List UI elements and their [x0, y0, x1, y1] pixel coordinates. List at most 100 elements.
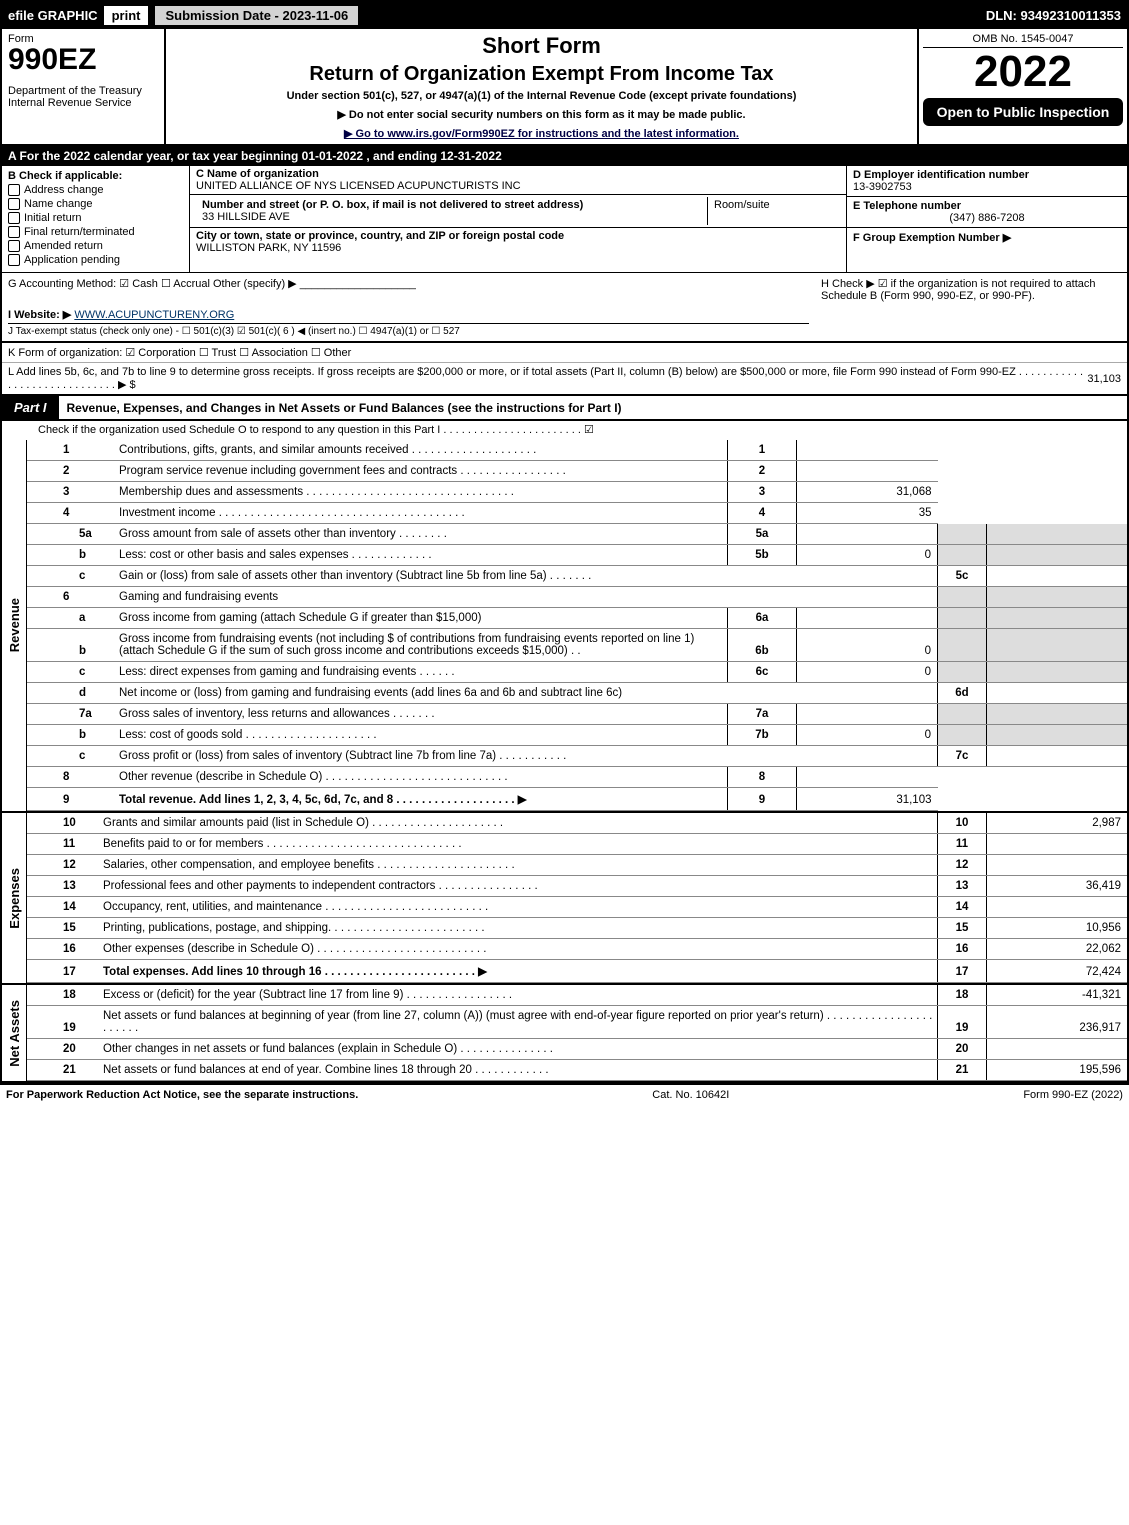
- checkbox-icon: [8, 226, 20, 238]
- C-street-label: Number and street (or P. O. box, if mail…: [202, 199, 583, 211]
- table-row: 10 Grants and similar amounts paid (list…: [27, 813, 1127, 834]
- submission-date: Submission Date - 2023-11-06: [154, 5, 359, 26]
- table-row: 4 Investment income . . . . . . . . . . …: [27, 503, 1127, 524]
- table-row: 3 Membership dues and assessments . . . …: [27, 482, 1127, 503]
- C-city-label: City or town, state or province, country…: [196, 230, 564, 242]
- section-B-through-F: B Check if applicable: Address change Nam…: [2, 166, 1127, 273]
- table-row: 21 Net assets or fund balances at end of…: [27, 1060, 1127, 1081]
- no-ssn-note: ▶ Do not enter social security numbers o…: [172, 108, 911, 121]
- table-row: b Less: cost or other basis and sales ex…: [27, 545, 1127, 566]
- F-label: F Group Exemption Number ▶: [853, 232, 1011, 244]
- table-row: a Gross income from gaming (attach Sched…: [27, 608, 1127, 629]
- org-name: UNITED ALLIANCE OF NYS LICENSED ACUPUNCT…: [196, 180, 521, 192]
- checkbox-icon: [8, 254, 20, 266]
- net-assets-side-label: Net Assets: [7, 1000, 22, 1067]
- table-row: 13 Professional fees and other payments …: [27, 876, 1127, 897]
- part-1-sub: Check if the organization used Schedule …: [2, 421, 1127, 440]
- form-header: Form 990EZ Department of the Treasury In…: [2, 29, 1127, 146]
- checkbox-label: Final return/terminated: [24, 226, 135, 238]
- revenue-table: 1 Contributions, gifts, grants, and simi…: [27, 440, 1127, 811]
- line-J: J Tax-exempt status (check only one) - ☐…: [8, 323, 809, 337]
- dln: DLN: 93492310011353: [986, 8, 1121, 23]
- checkbox-icon: [8, 212, 20, 224]
- table-row: 5a Gross amount from sale of assets othe…: [27, 524, 1127, 545]
- E-label: E Telephone number: [853, 200, 961, 212]
- table-row: 15 Printing, publications, postage, and …: [27, 918, 1127, 939]
- table-row: 17 Total expenses. Add lines 10 through …: [27, 960, 1127, 983]
- section-G-through-J: G Accounting Method: ☑ Cash ☐ Accrual Ot…: [2, 273, 1127, 342]
- table-row: 9 Total revenue. Add lines 1, 2, 3, 4, 5…: [27, 788, 1127, 811]
- I-label: I Website: ▶: [8, 309, 71, 321]
- table-row: 6Gaming and fundraising events: [27, 587, 1127, 608]
- line-G: G Accounting Method: ☑ Cash ☐ Accrual Ot…: [8, 277, 809, 290]
- city-state-zip: WILLISTON PARK, NY 11596: [196, 242, 341, 254]
- checkbox-item[interactable]: Name change: [8, 198, 183, 210]
- net-assets-section: Net Assets 18 Excess or (deficit) for th…: [2, 985, 1127, 1083]
- checkbox-label: Amended return: [24, 240, 103, 252]
- checkbox-label: Name change: [24, 198, 93, 210]
- table-row: 18 Excess or (deficit) for the year (Sub…: [27, 985, 1127, 1006]
- checkbox-icon: [8, 198, 20, 210]
- line-H: H Check ▶ ☑ if the organization is not r…: [821, 277, 1121, 302]
- form-title: Return of Organization Exempt From Incom…: [172, 63, 911, 86]
- L-val: 31,103: [1087, 373, 1121, 385]
- checkbox-item[interactable]: Final return/terminated: [8, 226, 183, 238]
- table-row: 2 Program service revenue including gove…: [27, 461, 1127, 482]
- net-assets-table: 18 Excess or (deficit) for the year (Sub…: [27, 985, 1127, 1081]
- table-row: 1 Contributions, gifts, grants, and simi…: [27, 440, 1127, 461]
- table-row: b Less: cost of goods sold . . . . . . .…: [27, 725, 1127, 746]
- checkbox-item[interactable]: Application pending: [8, 254, 183, 266]
- omb-number: OMB No. 1545-0047: [923, 31, 1123, 48]
- table-row: 12 Salaries, other compensation, and emp…: [27, 855, 1127, 876]
- cat-number: Cat. No. 10642I: [652, 1089, 729, 1101]
- telephone: (347) 886-7208: [853, 212, 1121, 224]
- checkbox-item[interactable]: Amended return: [8, 240, 183, 252]
- checkbox-label: Address change: [24, 184, 104, 196]
- topbar: efile GRAPHIC print Submission Date - 20…: [2, 2, 1127, 29]
- D-label: D Employer identification number: [853, 169, 1029, 181]
- B-label: B Check if applicable:: [8, 170, 183, 182]
- table-row: b Gross income from fundraising events (…: [27, 629, 1127, 662]
- short-form-title: Short Form: [172, 33, 911, 59]
- checkbox-item[interactable]: Initial return: [8, 212, 183, 224]
- col-B: B Check if applicable: Address change Nam…: [2, 166, 190, 272]
- table-row: 20 Other changes in net assets or fund b…: [27, 1039, 1127, 1060]
- irs-link[interactable]: ▶ Go to www.irs.gov/Form990EZ for instru…: [344, 128, 739, 140]
- table-row: c Gain or (loss) from sale of assets oth…: [27, 566, 1127, 587]
- checkbox-item[interactable]: Address change: [8, 184, 183, 196]
- revenue-side-label: Revenue: [7, 598, 22, 652]
- L-text: L Add lines 5b, 6c, and 7b to line 9 to …: [8, 366, 1083, 391]
- table-row: 14 Occupancy, rent, utilities, and maint…: [27, 897, 1127, 918]
- table-row: 8 Other revenue (describe in Schedule O)…: [27, 767, 1127, 788]
- form-ref: Form 990-EZ (2022): [1023, 1089, 1123, 1101]
- C-name-label: C Name of organization: [196, 168, 319, 180]
- print-button[interactable]: print: [104, 6, 149, 25]
- tax-year: 2022: [923, 48, 1123, 96]
- department: Department of the Treasury Internal Reve…: [8, 85, 158, 109]
- expenses-table: 10 Grants and similar amounts paid (list…: [27, 813, 1127, 983]
- line-K: K Form of organization: ☑ Corporation ☐ …: [2, 342, 1127, 363]
- room-label: Room/suite: [714, 199, 770, 211]
- line-L: L Add lines 5b, 6c, and 7b to line 9 to …: [2, 363, 1127, 394]
- table-row: 19 Net assets or fund balances at beginn…: [27, 1006, 1127, 1039]
- checkbox-icon: [8, 240, 20, 252]
- street-address: 33 HILLSIDE AVE: [202, 211, 290, 223]
- expenses-section: Expenses 10 Grants and similar amounts p…: [2, 813, 1127, 985]
- checkbox-label: Initial return: [24, 212, 81, 224]
- table-row: d Net income or (loss) from gaming and f…: [27, 683, 1127, 704]
- open-to-public: Open to Public Inspection: [923, 98, 1123, 126]
- part-1-title: Revenue, Expenses, and Changes in Net As…: [59, 397, 1127, 419]
- website-link[interactable]: WWW.ACUPUNCTURENY.ORG: [74, 309, 234, 321]
- form-990ez: efile GRAPHIC print Submission Date - 20…: [0, 0, 1129, 1085]
- col-C: C Name of organization UNITED ALLIANCE O…: [190, 166, 846, 272]
- expenses-side-label: Expenses: [7, 868, 22, 929]
- table-row: 11 Benefits paid to or for members . . .…: [27, 834, 1127, 855]
- under-section: Under section 501(c), 527, or 4947(a)(1)…: [172, 90, 911, 102]
- table-row: c Gross profit or (loss) from sales of i…: [27, 746, 1127, 767]
- part-1-tab: Part I: [2, 396, 59, 419]
- line-A: A For the 2022 calendar year, or tax yea…: [2, 146, 1127, 166]
- efile-label: efile GRAPHIC: [8, 8, 98, 23]
- ein: 13-3902753: [853, 181, 912, 193]
- table-row: c Less: direct expenses from gaming and …: [27, 662, 1127, 683]
- checkbox-icon: [8, 184, 20, 196]
